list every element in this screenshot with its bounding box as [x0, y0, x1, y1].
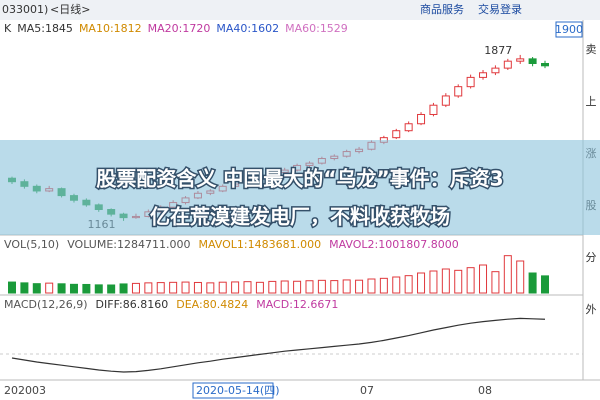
candle-body — [417, 113, 426, 125]
x-axis-label: 07 — [360, 384, 374, 397]
badge: 1900 — [555, 23, 583, 36]
side-tab: 上 — [586, 95, 597, 108]
volume-bar — [32, 283, 41, 294]
high-annotation: 1877 — [484, 44, 512, 57]
headline: 股票配资含义 中国最大的“乌龙”事件：斥资3 — [96, 167, 503, 191]
macd-label: MACD(12,26,9) — [4, 298, 88, 311]
vol-label: VOLUME:1284711.000 — [67, 238, 190, 251]
volume-bar — [541, 275, 549, 294]
volume-bar — [379, 277, 388, 294]
volume-bar — [231, 281, 240, 294]
candle-body — [429, 104, 438, 115]
vol-label: MAVOL1:1483681.000 — [198, 238, 321, 251]
volume-bar — [57, 283, 66, 294]
volume-bar — [268, 280, 277, 294]
menu-item[interactable]: 交易登录 — [478, 2, 522, 16]
volume-bar — [330, 280, 339, 294]
volume-bar — [169, 281, 178, 294]
candle-body — [466, 76, 475, 88]
volume-bar — [441, 268, 450, 294]
macd-label: DIFF:86.8160 — [96, 298, 169, 311]
volume-bar — [156, 282, 165, 294]
candle-body — [491, 67, 500, 74]
ma-label: MA60:1529 — [285, 22, 348, 35]
badge-box — [555, 21, 583, 38]
volume-bar — [94, 284, 103, 294]
volume-bar — [8, 281, 16, 294]
volume-bar — [404, 275, 413, 294]
volume-bar — [255, 281, 264, 294]
ma-label: MA5:1845 — [17, 22, 73, 35]
headline-banner — [0, 140, 600, 235]
candle-body — [479, 72, 488, 78]
volume-bar — [280, 280, 289, 294]
volume-bar — [392, 276, 401, 294]
candle-body — [404, 123, 413, 132]
volume-bar — [429, 270, 438, 294]
candle-body — [541, 62, 549, 67]
volume-bar — [454, 269, 463, 294]
volume-bar — [479, 264, 488, 294]
ma-label: MA40:1602 — [216, 22, 279, 35]
volume-bar — [193, 281, 202, 294]
volume-bar — [342, 279, 351, 294]
volume-bar — [503, 255, 512, 294]
volume-bar — [218, 281, 227, 294]
headline: 亿在荒漠建发电厂，不料收获牧场 — [150, 205, 450, 229]
volume-bar — [82, 283, 91, 294]
volume-bar — [144, 282, 153, 294]
cursor-date-box — [192, 382, 274, 399]
title-bar — [0, 0, 600, 20]
candle-body — [392, 130, 401, 139]
vol-label: MAVOL2:1001807.8000 — [329, 238, 459, 251]
volume-bar — [466, 267, 475, 294]
candle-body — [528, 58, 537, 64]
side-tab: 外 — [586, 303, 597, 316]
volume-bar — [69, 283, 78, 294]
volume-bar — [181, 281, 190, 294]
macd-diff-line — [11, 317, 546, 373]
volume-bar — [243, 281, 252, 294]
volume-bar — [367, 278, 376, 294]
candle-body — [516, 58, 525, 62]
volume-bar — [317, 279, 326, 294]
volume-bar — [417, 272, 426, 294]
volume-bar — [20, 282, 29, 294]
ma-label: MA10:1812 — [79, 22, 142, 35]
ma-label: MA20:1720 — [148, 22, 211, 35]
volume-bar — [528, 272, 537, 294]
x-axis-label: 2020-05-14(四) — [196, 384, 280, 397]
candle-body — [441, 95, 450, 106]
stock-code: 033001) — [2, 3, 48, 16]
x-axis-label: 08 — [478, 384, 492, 397]
volume-bar — [206, 282, 215, 294]
volume-bar — [491, 271, 500, 294]
candle-body — [503, 60, 512, 69]
x-axis-label: 202003 — [4, 384, 46, 397]
macd-label: DEA:80.4824 — [176, 298, 248, 311]
menu-item[interactable]: 商品服务 — [420, 2, 464, 16]
volume-bar — [45, 282, 54, 294]
period[interactable]: <日线> — [50, 2, 90, 16]
vol-label: VOL(5,10) — [4, 238, 59, 251]
volume-bar — [355, 279, 364, 294]
volume-bar — [107, 284, 116, 294]
volume-bar — [131, 282, 140, 294]
ma-label: K — [4, 22, 12, 35]
volume-bar — [516, 260, 525, 294]
side-tab: 分 — [586, 251, 597, 264]
side-tab: 卖 — [586, 43, 597, 56]
volume-bar — [293, 280, 302, 294]
macd-label: MACD:12.6671 — [256, 298, 338, 311]
candle-body — [454, 86, 463, 97]
volume-bar — [119, 283, 128, 294]
volume-bar — [305, 280, 314, 294]
